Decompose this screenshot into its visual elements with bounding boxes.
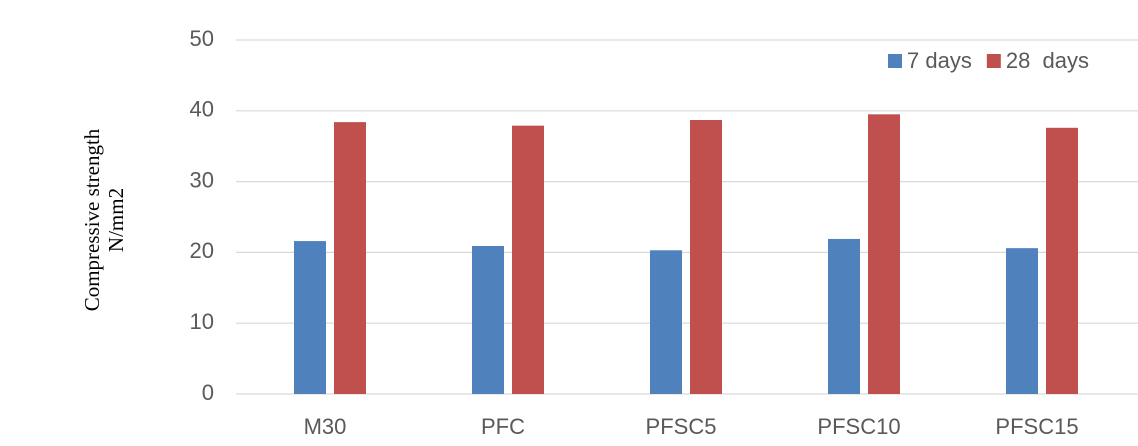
bar [828, 238, 860, 394]
x-tick-label: PFC [481, 414, 525, 439]
x-tick-label: PFSC15 [995, 414, 1078, 439]
x-tick-label: PFSC5 [646, 414, 717, 439]
legend-label: 28 days [1006, 48, 1089, 73]
y-axis-title-line: N/mm2 [104, 188, 128, 252]
bar [1046, 127, 1078, 395]
bar [868, 114, 900, 394]
bar [1006, 248, 1038, 394]
bar [294, 241, 326, 394]
bar [650, 250, 682, 394]
legend-swatch [986, 54, 1001, 68]
x-tick-label: PFSC10 [817, 414, 900, 439]
bar [512, 125, 544, 394]
y-tick-label: 40 [190, 97, 214, 122]
y-axis-title-line: Compressive strength [80, 128, 104, 311]
y-tick-label: 30 [190, 167, 214, 192]
bar [472, 246, 504, 394]
bar [334, 122, 366, 395]
legend-label: 7 days [907, 48, 972, 73]
y-axis-title: Compressive strength N/mm2 [80, 128, 128, 311]
bar [690, 120, 722, 394]
y-tick-label: 20 [190, 238, 214, 263]
y-tick-label: 10 [190, 309, 214, 334]
y-tick-label: 50 [190, 26, 214, 51]
legend-swatch [888, 54, 902, 68]
x-tick-label: M30 [304, 414, 347, 439]
y-tick-label: 0 [202, 380, 214, 405]
